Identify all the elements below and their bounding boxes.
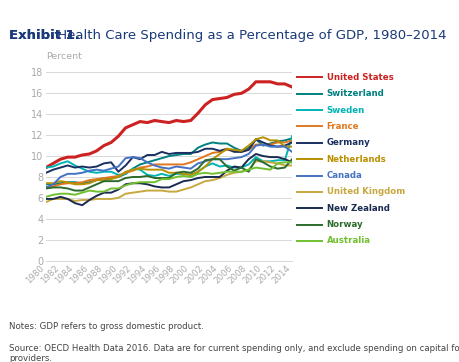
Text: Exhibit 1.: Exhibit 1. [9, 29, 80, 42]
Text: United States: United States [326, 73, 392, 82]
Text: Netherlands: Netherlands [326, 155, 386, 164]
Text: Canada: Canada [326, 171, 362, 180]
Text: Notes: GDP refers to gross domestic product.: Notes: GDP refers to gross domestic prod… [9, 322, 204, 331]
Text: Australia: Australia [326, 236, 370, 245]
Text: Percent: Percent [46, 52, 82, 61]
Text: New Zealand: New Zealand [326, 204, 389, 213]
Text: Norway: Norway [326, 220, 363, 229]
Text: Switzerland: Switzerland [326, 89, 384, 98]
Text: Exhibit 1.: Exhibit 1. [9, 29, 80, 42]
Text: Source: OECD Health Data 2016. Data are for current spending only, and exclude s: Source: OECD Health Data 2016. Data are … [9, 344, 459, 362]
Text: Sweden: Sweden [326, 106, 364, 114]
Text: France: France [326, 122, 358, 131]
Text: Germany: Germany [326, 138, 369, 147]
Text: Exhibit 1. Health Care Spending as a Percentage of GDP, 1980–2014: Exhibit 1. Health Care Spending as a Per… [9, 29, 459, 42]
Text: United Kingdom: United Kingdom [326, 188, 404, 197]
Text: Health Care Spending as a Percentage of GDP, 1980–2014: Health Care Spending as a Percentage of … [53, 29, 445, 42]
